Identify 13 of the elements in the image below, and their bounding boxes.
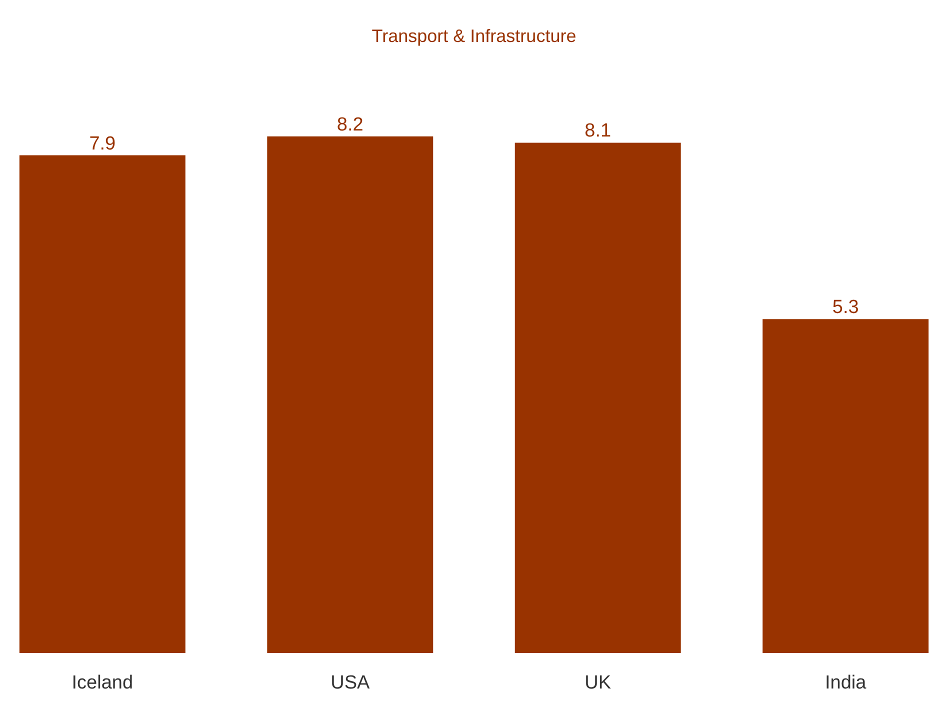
x-tick-label: Iceland: [72, 672, 134, 694]
x-tick-label: USA: [330, 672, 370, 694]
data-label: 8.2: [336, 114, 364, 136]
chart-title: Transport & Infrastructure: [372, 26, 576, 46]
data-label: 5.3: [832, 297, 859, 318]
x-tick-label: UK: [584, 672, 612, 694]
data-label: 8.1: [584, 120, 612, 142]
data-label: 7.9: [89, 133, 116, 154]
bar: [267, 136, 434, 653]
bar: [514, 142, 681, 653]
bar: [19, 155, 186, 653]
bar: [762, 319, 929, 653]
x-tick-label: India: [824, 672, 867, 694]
